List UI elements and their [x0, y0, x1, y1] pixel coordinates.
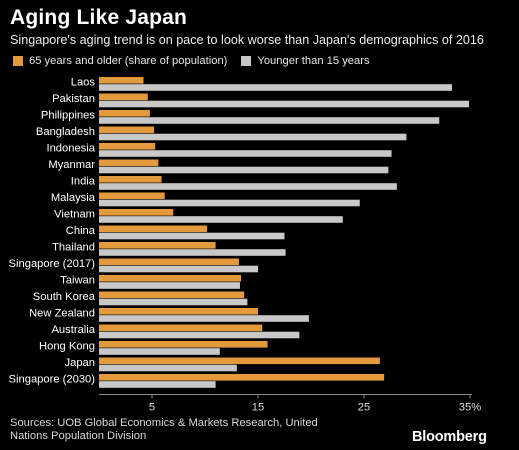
bar-younger-japan: [99, 364, 237, 372]
category-label-vietnam: Vietnam: [54, 209, 95, 221]
bar-older-new-zealand: [99, 308, 258, 315]
x-tick-label-25: 25: [358, 402, 370, 414]
bar-older-philippines: [99, 110, 150, 117]
bar-younger-thailand: [99, 249, 286, 256]
category-label-taiwan: Taiwan: [60, 275, 95, 287]
bar-older-japan: [99, 357, 380, 365]
category-label-myanmar: Myanmar: [48, 159, 95, 171]
bar-older-australia: [99, 324, 263, 332]
bar-younger-hong-kong: [99, 348, 220, 355]
category-label-pakistan: Pakistan: [52, 93, 95, 105]
category-label-south-korea: South Korea: [33, 291, 96, 303]
bar-younger-australia: [99, 331, 300, 339]
bar-older-india: [99, 176, 162, 183]
bar-younger-bangladesh: [99, 133, 407, 141]
bar-younger-indonesia: [99, 150, 392, 157]
bar-older-south-korea: [99, 291, 245, 299]
x-tick-label-15: 15: [252, 402, 264, 414]
legend-item-older: 65 years and older (share of population): [13, 55, 227, 67]
bar-older-myanmar: [99, 159, 159, 167]
bar-older-singapore-2017: [99, 258, 239, 266]
x-tick-label-35: 35%: [459, 402, 481, 414]
category-label-laos: Laos: [71, 77, 96, 89]
legend-swatch-younger: [241, 56, 252, 66]
category-label-new-zealand: New Zealand: [29, 308, 95, 320]
bar-younger-taiwan: [99, 282, 240, 289]
legend-label-older: 65 years and older (share of population): [29, 55, 228, 67]
category-label-bangladesh: Bangladesh: [36, 126, 95, 138]
x-tick-label-5: 5: [149, 402, 155, 414]
category-label-india: India: [71, 176, 96, 188]
bar-younger-new-zealand: [99, 315, 309, 322]
bar-older-malaysia: [99, 192, 165, 200]
bar-older-pakistan: [99, 93, 148, 101]
legend-label-younger: Younger than 15 years: [257, 55, 370, 67]
bloomberg-logo: Bloomberg: [412, 429, 487, 445]
bar-older-indonesia: [99, 143, 156, 150]
bar-younger-singapore-2017: [99, 265, 258, 273]
category-label-singapore-2017: Singapore (2017): [9, 258, 96, 270]
source-note: Sources: UOB Global Economics & Markets …: [10, 417, 318, 442]
legend-swatch-older: [13, 56, 23, 66]
bar-younger-india: [99, 183, 397, 190]
legend-item-younger: Younger than 15 years: [241, 55, 370, 67]
bar-older-taiwan: [99, 275, 242, 282]
category-label-indonesia: Indonesia: [46, 143, 95, 155]
bar-older-china: [99, 225, 208, 233]
bar-younger-vietnam: [99, 216, 343, 223]
bar-older-bangladesh: [99, 126, 155, 134]
bar-older-thailand: [99, 242, 216, 249]
bar-younger-philippines: [99, 117, 440, 124]
bar-older-singapore-2030: [99, 374, 385, 381]
bar-older-hong-kong: [99, 341, 268, 348]
bar-younger-china: [99, 232, 285, 240]
bar-older-laos: [99, 77, 144, 84]
category-label-thailand: Thailand: [52, 242, 95, 254]
chart-title: Aging Like Japan: [10, 6, 188, 29]
category-label-china: China: [66, 225, 96, 237]
bar-older-vietnam: [99, 209, 174, 216]
category-label-singapore-2030: Singapore (2030): [9, 374, 96, 386]
chart-subtitle: Singapore's aging trend is on pace to lo…: [10, 33, 484, 47]
bar-younger-malaysia: [99, 199, 360, 207]
category-label-hong-kong: Hong Kong: [39, 341, 95, 353]
bar-younger-pakistan: [99, 100, 469, 108]
bar-younger-laos: [99, 84, 452, 91]
category-label-malaysia: Malaysia: [51, 192, 96, 204]
legend: 65 years and older (share of population)…: [13, 55, 384, 67]
category-label-japan: Japan: [65, 357, 95, 369]
bar-younger-south-korea: [99, 298, 248, 306]
bar-younger-singapore-2030: [99, 381, 216, 388]
category-label-philippines: Philippines: [41, 110, 96, 122]
bar-younger-myanmar: [99, 166, 389, 174]
category-label-australia: Australia: [51, 324, 95, 336]
